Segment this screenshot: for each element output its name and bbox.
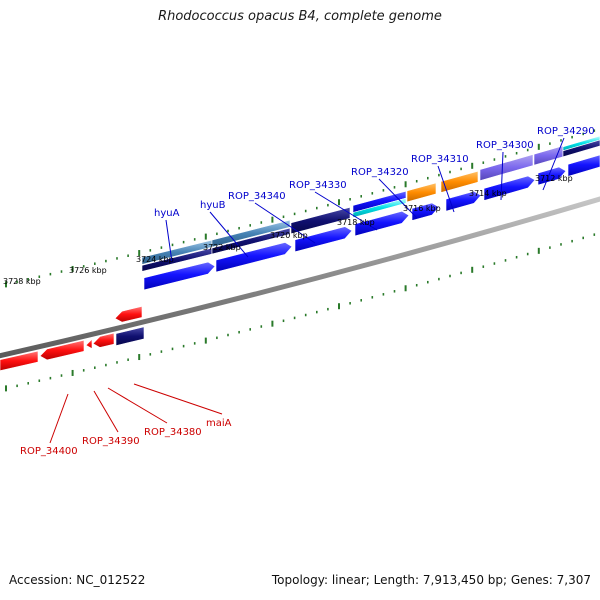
- scale-label: 3722 kbp: [203, 243, 241, 252]
- gene-label-hyuA[interactable]: hyuA: [154, 208, 180, 219]
- label-callouts: [49, 137, 565, 444]
- gene-label-rop-34340[interactable]: ROP_34340: [228, 191, 286, 202]
- accession-text: Accession: NC_012522: [9, 573, 146, 587]
- gene-maiA[interactable]: [114, 305, 143, 323]
- gene-rop-34390[interactable]: [39, 339, 85, 361]
- gene-forward-arrow[interactable]: [294, 226, 353, 253]
- gene-label-rop-34320[interactable]: ROP_34320: [351, 167, 409, 178]
- gene-rop-34400[interactable]: [0, 350, 39, 372]
- gene-label-rop-34330[interactable]: ROP_34330: [289, 180, 347, 191]
- gene-label-rop-34300[interactable]: ROP_34300: [476, 140, 534, 151]
- scale-labels: 3728 kbp 3726 kbp 3724 kbp 3722 kbp 3720…: [3, 174, 573, 286]
- label-connector: [378, 178, 418, 219]
- gene-rop-34290-navy[interactable]: [562, 139, 600, 158]
- scale-label: 3712 kbp: [535, 174, 573, 183]
- reverse-gene-labels: maiA ROP_34380 ROP_34390 ROP_34400: [20, 418, 232, 457]
- gene-label-rop-34310[interactable]: ROP_34310: [411, 154, 469, 165]
- gene-reverse-navy[interactable]: [115, 326, 145, 347]
- gene-forward-arrow[interactable]: [215, 242, 293, 273]
- gene-forward-arrow[interactable]: [567, 154, 600, 177]
- scale-label: 3726 kbp: [69, 266, 107, 275]
- gene-label-maiA[interactable]: maiA: [206, 418, 232, 429]
- label-connector: [107, 387, 168, 424]
- gene-rop-34310[interactable]: [440, 170, 479, 193]
- label-connector: [165, 219, 173, 263]
- gene-rop-34390-b[interactable]: [85, 337, 94, 350]
- gene-hyuB[interactable]: [211, 219, 291, 248]
- label-connector: [133, 383, 223, 415]
- scale-label: 3718 kbp: [337, 218, 375, 227]
- inner-tick-track: [5, 233, 596, 392]
- scale-label: 3714 kbp: [469, 189, 507, 198]
- forward-gene-labels: hyuA hyuB ROP_34340 ROP_34330 ROP_34320 …: [154, 126, 595, 219]
- gene-rop-34300[interactable]: [479, 154, 534, 182]
- gene-forward-arrow[interactable]: [143, 261, 216, 291]
- gene-label-rop-34390[interactable]: ROP_34390: [82, 436, 140, 447]
- gene-forward-arrow[interactable]: [445, 190, 482, 212]
- gene-forward-arrow[interactable]: [537, 166, 567, 186]
- label-connector: [314, 191, 378, 231]
- gene-hyuB-lower[interactable]: [211, 227, 291, 255]
- gene-forward-arrow[interactable]: [354, 210, 410, 237]
- gene-features: [0, 135, 600, 372]
- scale-label: 3724 kbp: [136, 255, 174, 264]
- genome-backbone: [0, 196, 600, 359]
- gene-rop-34340[interactable]: [290, 206, 351, 235]
- label-connector: [500, 151, 504, 201]
- scale-label: 3716 kbp: [403, 204, 441, 213]
- label-connector: [254, 202, 316, 244]
- gene-rop-34290-cyan[interactable]: [562, 135, 600, 152]
- genome-summary-text: Topology: linear; Length: 7,913,450 bp; …: [271, 573, 591, 587]
- gene-rop-34380[interactable]: [92, 332, 115, 348]
- scale-label: 3728 kbp: [3, 277, 41, 286]
- label-connector: [209, 211, 249, 258]
- gene-forward-arrow[interactable]: [411, 202, 440, 221]
- gene-forward-arrow[interactable]: [483, 175, 536, 201]
- label-connector: [437, 165, 455, 213]
- outer-tick-track: [5, 129, 596, 288]
- gene-label-rop-34290[interactable]: ROP_34290: [537, 126, 595, 137]
- gene-label-hyuB[interactable]: hyuB: [200, 200, 226, 211]
- gene-label-rop-34380[interactable]: ROP_34380: [144, 427, 202, 438]
- label-connector: [542, 137, 565, 191]
- gene-label-rop-34400[interactable]: ROP_34400: [20, 446, 78, 457]
- gene-rop-34320[interactable]: [406, 182, 437, 203]
- label-connector: [93, 390, 119, 433]
- map-title: Rhodococcus opacus B4, complete genome: [158, 9, 442, 24]
- scale-label: 3720 kbp: [270, 231, 308, 240]
- label-connector: [49, 393, 69, 444]
